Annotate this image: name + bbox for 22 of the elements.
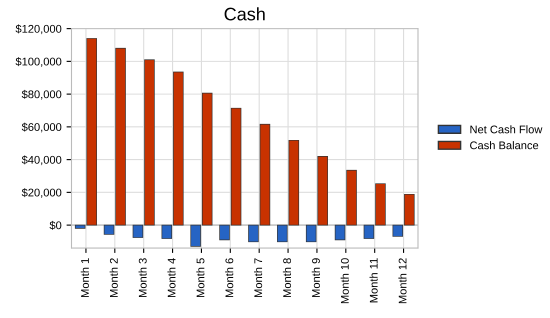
x-tick-label: Month 10 — [340, 258, 349, 304]
legend-label: Cash Balance — [470, 141, 538, 150]
x-tick-label: Month 3 — [138, 258, 147, 297]
y-tick-label: $120,000 — [16, 24, 62, 34]
y-tick-label: $40,000 — [22, 155, 62, 166]
x-tick-label: Month 7 — [254, 258, 262, 297]
legend-label: Net Cash Flow — [470, 125, 542, 134]
x-tick-label: Month 8 — [282, 258, 292, 297]
x-tick-label: Month 2 — [110, 258, 118, 297]
x-tick-label: Month 1 — [80, 258, 89, 297]
x-tick-label: Month 5 — [196, 258, 204, 297]
y-tick-label: $0 — [50, 220, 62, 230]
y-tick-label: $20,000 — [22, 188, 62, 198]
chart-title: Cash — [224, 7, 265, 20]
x-tick-label: Month 12 — [398, 258, 407, 304]
y-tick-label: $60,000 — [22, 122, 62, 132]
x-tick-label: Month 6 — [225, 258, 234, 297]
x-tick-label: Month 4 — [167, 258, 176, 297]
x-tick-label: Month 9 — [312, 258, 320, 297]
y-tick-label: $100,000 — [16, 57, 62, 67]
x-tick-label: Month 11 — [370, 258, 378, 302]
y-tick-label: $80,000 — [22, 90, 62, 100]
